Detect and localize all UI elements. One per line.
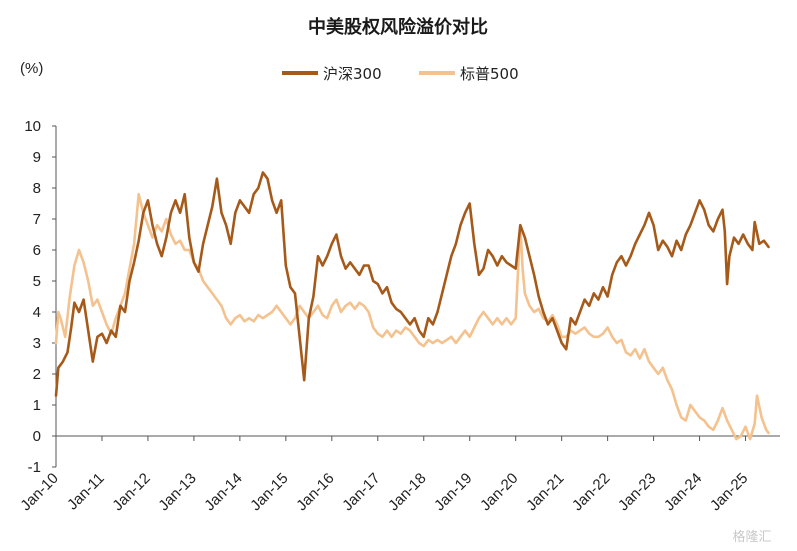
y-tick-label: 5: [33, 273, 41, 290]
chart-title: 中美股权风险溢价对比: [308, 16, 488, 38]
y-tick-label: 7: [33, 211, 41, 228]
x-tick-label: Jan-16: [293, 470, 337, 514]
y-tick-label: 6: [33, 242, 41, 259]
x-tick-label: Jan-24: [661, 470, 705, 514]
series-layer: [54, 171, 770, 441]
y-tick-label: 2: [33, 366, 41, 383]
x-tick-label: Jan-21: [523, 470, 567, 514]
x-tick-label: Jan-22: [569, 470, 613, 514]
y-tick-label: 3: [33, 335, 41, 352]
y-tick-label: 8: [33, 180, 41, 197]
y-tick-label: 0: [33, 428, 41, 445]
y-tick-label: 4: [33, 304, 41, 321]
series-line-csi300: [54, 171, 770, 397]
x-tick-label: Jan-20: [477, 470, 521, 514]
y-tick-label: 1: [33, 397, 41, 414]
x-tick-label: Jan-12: [109, 470, 153, 514]
x-tick-label: Jan-23: [615, 470, 659, 514]
x-tick-label: Jan-15: [247, 470, 291, 514]
x-tick-label: Jan-11: [64, 470, 108, 514]
watermark: 格隆汇: [732, 529, 771, 545]
x-tick-label: Jan-13: [155, 470, 199, 514]
x-tick-label: Jan-10: [17, 470, 61, 514]
y-axis-unit: (%): [20, 60, 43, 77]
legend: 沪深300 标普500: [282, 65, 519, 83]
legend-label-sp500: 标普500: [460, 65, 519, 83]
x-tick-label: Jan-19: [431, 470, 475, 514]
y-tick-label: 9: [33, 149, 41, 166]
legend-label-csi300: 沪深300: [323, 65, 382, 83]
y-tick-label: -1: [28, 459, 41, 476]
x-tick-label: Jan-18: [385, 470, 429, 514]
x-tick-label: Jan-14: [201, 470, 245, 514]
series-line-sp500: [54, 192, 770, 441]
x-tick-label: Jan-25: [707, 470, 751, 514]
x-tick-label: Jan-17: [339, 470, 383, 514]
y-tick-label: 10: [24, 118, 41, 135]
